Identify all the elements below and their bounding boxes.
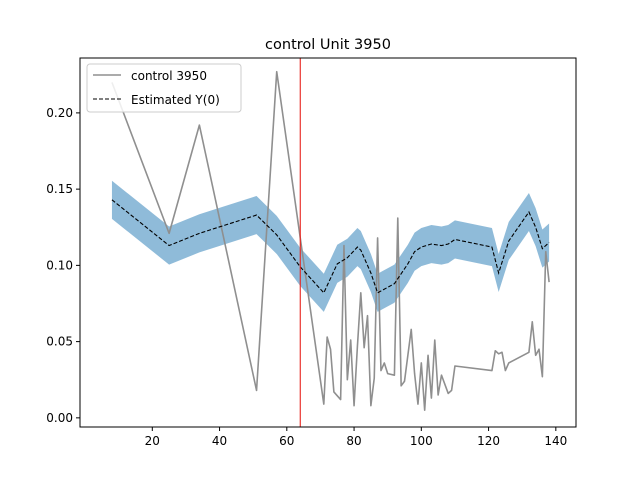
legend: control 3950 Estimated Y(0) [86,63,242,113]
y-tick-label: 0.15 [46,182,73,196]
y-tick-label: 0.10 [46,258,73,272]
axes: 20 40 60 80 100 120 140 0.00 0.05 0.10 0.15 0.20 [46,57,577,448]
series-line-control [111,70,550,412]
chart-title: control Unit 3950 [265,37,391,53]
x-tick-label: 80 [346,434,361,448]
x-tick-label: 140 [544,434,567,448]
legend-label-estimated: Estimated Y(0) [131,93,220,107]
x-tick-label: 120 [477,434,500,448]
y-tick-label: 0.00 [46,411,73,425]
y-tick-label: 0.20 [46,106,73,120]
y-tick-label: 0.05 [46,335,73,349]
confidence-band [111,180,550,312]
legend-label-control: control 3950 [131,69,207,83]
legend-box [86,63,242,113]
series-line-estimated [111,199,550,294]
axes-frame [79,57,577,428]
x-tick-label: 40 [212,434,227,448]
x-tick-label: 60 [279,434,294,448]
x-tick-label: 20 [145,434,160,448]
x-tick-label: 100 [410,434,433,448]
plot-area [111,58,550,427]
